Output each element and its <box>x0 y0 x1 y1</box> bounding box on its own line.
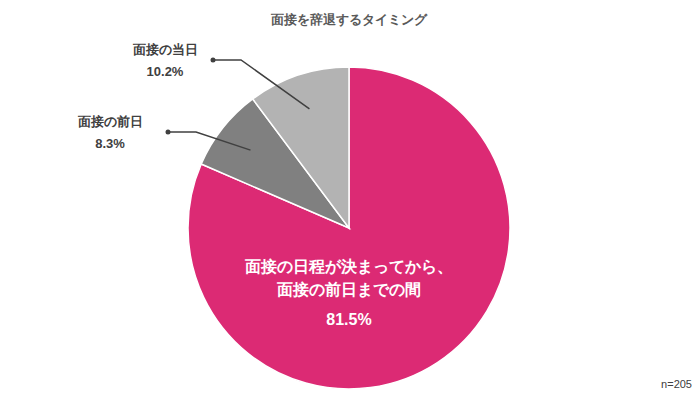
annotation: n=205 <box>661 378 692 390</box>
pie-slice <box>253 67 349 228</box>
slice-category-label: 面接の前日 <box>77 114 143 129</box>
slice-value-label: 8.3% <box>95 136 125 151</box>
leader-line <box>168 132 251 150</box>
slice-value-label: 81.5% <box>326 311 371 328</box>
slice-category-label: 面接の日程が決まってから、面接の前日までの間 <box>244 258 453 298</box>
label-line: 面接の当日 <box>132 42 198 57</box>
label-line: 面接の前日 <box>77 114 143 129</box>
label-line: 面接の前日までの間 <box>276 281 421 298</box>
pie-group <box>188 67 510 389</box>
slice-value-label: 10.2% <box>147 64 184 79</box>
labels-group: 面接の日程が決まってから、面接の前日までの間 81.5% 面接の前日 8.3% 面接の当… <box>77 42 454 328</box>
chart-svg: 面接を辞退するタイミング面接の日程が決まってから、面接の前日までの間81.5%面… <box>0 0 700 400</box>
label-line: 面接の日程が決まってから、 <box>244 258 453 275</box>
chart-title: 面接を辞退するタイミング <box>270 12 428 27</box>
leader-line <box>213 60 309 109</box>
leader-dot <box>166 130 171 135</box>
leader-dot <box>211 58 216 63</box>
pie-slice <box>188 67 510 389</box>
slice-category-label: 面接の当日 <box>132 42 198 57</box>
